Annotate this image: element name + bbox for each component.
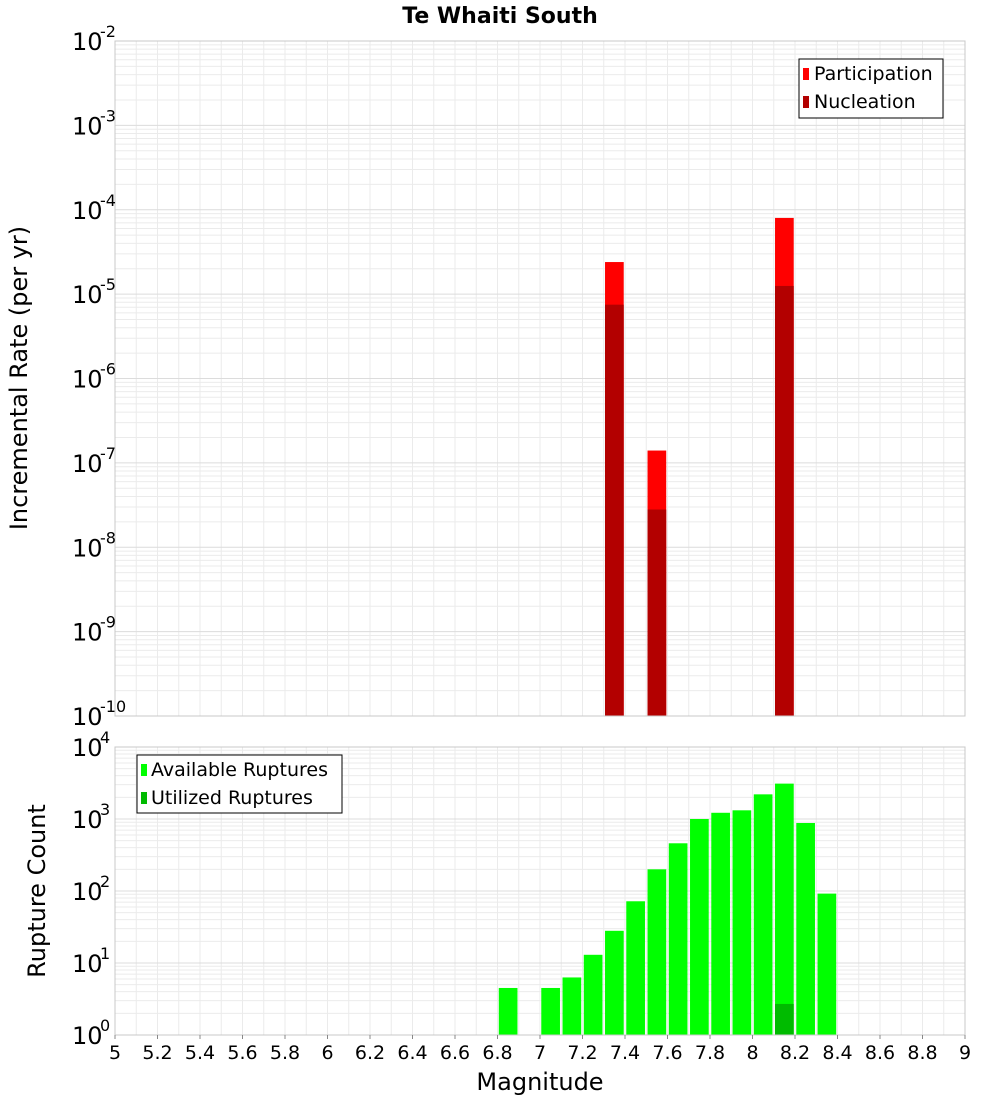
y-tick-exponent: -9 bbox=[100, 613, 116, 632]
x-tick-label: 8.8 bbox=[907, 1042, 937, 1064]
y-tick-label: 10 bbox=[72, 950, 103, 978]
y-tick-label: 10 bbox=[72, 366, 103, 394]
x-tick-label: 5.4 bbox=[185, 1042, 215, 1064]
available-ruptures-legend-label: Available Ruptures bbox=[151, 759, 328, 781]
available-ruptures-bar bbox=[732, 810, 752, 1035]
y-tick-exponent: -2 bbox=[100, 22, 116, 41]
bottom-legend-box bbox=[136, 754, 343, 814]
available-ruptures-bar bbox=[498, 987, 518, 1035]
bottom-y-axis-title: Rupture Count bbox=[23, 804, 51, 978]
y-tick-label: 10 bbox=[72, 734, 103, 762]
x-tick-label: 7.8 bbox=[695, 1042, 725, 1064]
chart-title: Te Whaiti South bbox=[402, 4, 598, 29]
x-tick-label: 6.8 bbox=[482, 1042, 512, 1064]
y-tick-exponent: -5 bbox=[100, 275, 116, 294]
y-tick-exponent: -6 bbox=[100, 360, 116, 379]
y-tick-label: 10 bbox=[72, 281, 103, 309]
available-ruptures-bar bbox=[605, 930, 624, 1035]
x-tick-label: 8.6 bbox=[865, 1042, 895, 1064]
available-ruptures-bar bbox=[796, 822, 815, 1035]
top-plot-border bbox=[114, 40, 966, 717]
x-tick-label: 5.6 bbox=[227, 1042, 257, 1064]
y-tick-exponent: -3 bbox=[100, 106, 116, 125]
bottom-bars bbox=[498, 783, 837, 1035]
available-ruptures-bar bbox=[711, 812, 730, 1035]
x-tick-label: 7.4 bbox=[610, 1042, 640, 1064]
available-ruptures-bar bbox=[626, 901, 645, 1035]
y-tick-exponent: -4 bbox=[100, 191, 116, 210]
x-tick-label: 5 bbox=[109, 1042, 121, 1064]
participation-swatch bbox=[803, 68, 809, 80]
x-tick-label: 8.4 bbox=[822, 1042, 852, 1064]
utilized-ruptures-legend-label: Utilized Ruptures bbox=[151, 787, 313, 809]
nucleation-swatch bbox=[803, 96, 809, 108]
y-tick-label: 10 bbox=[72, 197, 103, 225]
available-ruptures-bar bbox=[753, 794, 773, 1035]
nucleation-bar bbox=[775, 285, 794, 716]
available-ruptures-bar bbox=[583, 954, 603, 1035]
y-tick-exponent: 1 bbox=[100, 944, 110, 963]
y-tick-label: 10 bbox=[72, 806, 103, 834]
top-legend: Participation Nucleation bbox=[798, 58, 944, 119]
available-ruptures-bar bbox=[668, 843, 688, 1035]
y-tick-exponent: 3 bbox=[100, 800, 110, 819]
x-tick-label: 7.2 bbox=[567, 1042, 597, 1064]
top-y-axis: 10-210-310-410-510-610-710-810-910-10 bbox=[72, 22, 126, 731]
y-tick-label: 10 bbox=[72, 619, 103, 647]
x-tick-label: 6.2 bbox=[355, 1042, 385, 1064]
available-ruptures-bar bbox=[562, 977, 582, 1035]
x-tick-label: 6 bbox=[321, 1042, 333, 1064]
y-tick-label: 10 bbox=[72, 703, 103, 731]
x-tick-label: 5.2 bbox=[142, 1042, 172, 1064]
top-y-axis-title: Incremental Rate (per yr) bbox=[5, 226, 33, 530]
available-ruptures-bar bbox=[775, 783, 794, 1035]
x-tick-label: 8 bbox=[746, 1042, 758, 1064]
utilized-ruptures-swatch bbox=[141, 792, 147, 804]
x-axis-title: Magnitude bbox=[476, 1068, 603, 1096]
participation-legend-label: Participation bbox=[814, 63, 933, 85]
x-tick-label: 7 bbox=[534, 1042, 546, 1064]
y-tick-label: 10 bbox=[72, 112, 103, 140]
nucleation-bar bbox=[647, 509, 667, 716]
top-panel: 10-210-310-410-510-610-710-810-910-10 In… bbox=[5, 22, 966, 731]
x-tick-label: 8.2 bbox=[780, 1042, 810, 1064]
y-tick-label: 10 bbox=[72, 534, 103, 562]
nucleation-bar bbox=[605, 304, 624, 716]
y-tick-exponent: 4 bbox=[100, 728, 110, 747]
y-tick-exponent: -7 bbox=[100, 444, 116, 463]
utilized-ruptures-bar bbox=[775, 1003, 794, 1035]
available-ruptures-bar bbox=[541, 987, 560, 1035]
x-tick-label: 7.6 bbox=[652, 1042, 682, 1064]
nucleation-legend-label: Nucleation bbox=[814, 91, 916, 113]
x-tick-label: 6.6 bbox=[440, 1042, 470, 1064]
y-tick-label: 10 bbox=[72, 1022, 103, 1050]
x-tick-label: 9 bbox=[959, 1042, 971, 1064]
bottom-legend: Available Ruptures Utilized Ruptures bbox=[136, 754, 343, 814]
x-tick-label: 6.4 bbox=[397, 1042, 427, 1064]
top-grid bbox=[114, 41, 966, 717]
y-tick-label: 10 bbox=[72, 28, 103, 56]
y-tick-exponent: -8 bbox=[100, 528, 116, 547]
x-tick-label: 5.8 bbox=[270, 1042, 300, 1064]
y-tick-label: 10 bbox=[72, 878, 103, 906]
available-ruptures-swatch bbox=[141, 764, 147, 776]
x-axis: 5 5.2 5.4 5.6 5.8 6 6.2 6.4 6.6 6.8 7 7.2 7.4 7.6 7.8 8… bbox=[109, 1035, 971, 1064]
y-tick-exponent: -10 bbox=[100, 697, 126, 716]
y-tick-label: 10 bbox=[72, 450, 103, 478]
top-legend-box bbox=[798, 58, 944, 119]
y-tick-exponent: 2 bbox=[100, 872, 110, 891]
available-ruptures-bar bbox=[690, 819, 709, 1035]
y-tick-exponent: 0 bbox=[100, 1016, 110, 1035]
top-bars bbox=[605, 217, 794, 716]
available-ruptures-bar bbox=[817, 893, 837, 1035]
available-ruptures-bar bbox=[647, 869, 667, 1035]
